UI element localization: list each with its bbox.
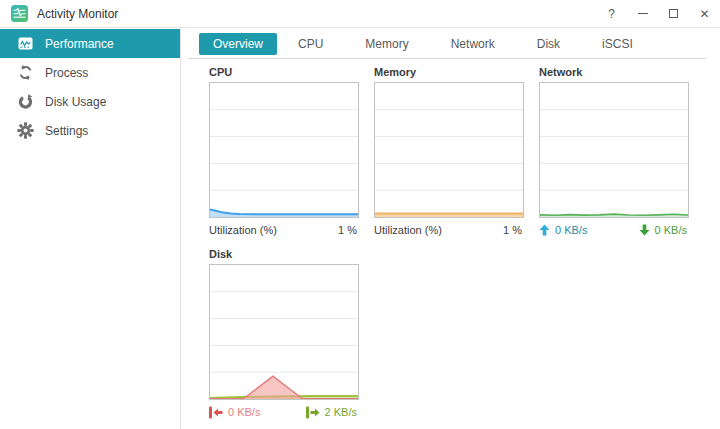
titlebar: Activity Monitor ? ✕ [0, 0, 720, 28]
tab-separator [188, 58, 706, 59]
tab-cpu[interactable]: CPU [277, 33, 344, 55]
network-download-value: 0 KB/s [655, 224, 687, 236]
tab-overview[interactable]: Overview [199, 33, 277, 55]
help-icon[interactable]: ? [596, 0, 627, 27]
disk-panel: Disk 0 KB/s [209, 248, 357, 419]
cpu-chart [209, 82, 359, 218]
network-chart [539, 82, 689, 218]
disk-usage-icon [17, 93, 34, 110]
disk-read-value: 0 KB/s [228, 406, 260, 418]
cpu-panel-footer: Utilization (%) 1 % [209, 223, 357, 237]
disk-read-legend: 0 KB/s [209, 406, 260, 419]
charts-area: CPU Utilization (%) 1 % Memory Utilizati… [209, 66, 687, 419]
network-panel-footer: 0 KB/s 0 KB/s [539, 223, 687, 237]
disk-chart [209, 264, 359, 400]
tab-iscsi[interactable]: iSCSI [581, 33, 654, 55]
memory-panel: Memory Utilization (%) 1 % [374, 66, 522, 237]
performance-icon [17, 35, 34, 52]
cpu-panel-title: CPU [209, 66, 357, 79]
sidebar-item-performance[interactable]: Performance [0, 29, 180, 58]
network-upload-value: 0 KB/s [555, 224, 587, 236]
memory-panel-footer: Utilization (%) 1 % [374, 223, 522, 237]
sidebar-item-settings[interactable]: Settings [0, 116, 180, 145]
disk-write-icon [306, 406, 320, 419]
sidebar-item-disk-usage[interactable]: Disk Usage [0, 87, 180, 116]
window-controls: ? ✕ [596, 0, 720, 27]
sidebar-item-label: Settings [45, 124, 88, 138]
tab-memory[interactable]: Memory [344, 33, 429, 55]
activity-monitor-app-icon [11, 5, 28, 22]
tab-network[interactable]: Network [430, 33, 516, 55]
memory-footer-label: Utilization (%) [374, 224, 442, 236]
memory-panel-title: Memory [374, 66, 522, 79]
sidebar-item-label: Disk Usage [45, 95, 106, 109]
network-download-legend: 0 KB/s [639, 224, 687, 236]
disk-read-icon [209, 406, 223, 419]
cpu-panel: CPU Utilization (%) 1 % [209, 66, 357, 237]
sidebar-item-process[interactable]: Process [0, 58, 180, 87]
close-icon[interactable]: ✕ [689, 0, 720, 27]
sidebar-item-label: Process [45, 66, 88, 80]
network-panel-title: Network [539, 66, 687, 79]
sidebar: Performance Process [0, 28, 181, 429]
settings-icon [17, 122, 34, 139]
window-title: Activity Monitor [37, 7, 118, 21]
disk-write-legend: 2 KB/s [306, 406, 357, 419]
upload-arrow-icon [539, 224, 550, 236]
disk-panel-footer: 0 KB/s 2 KB/s [209, 405, 357, 419]
cpu-footer-value: 1 % [338, 224, 357, 236]
memory-chart [374, 82, 524, 218]
activity-monitor-window: Activity Monitor ? ✕ Performance [0, 0, 720, 429]
tab-disk[interactable]: Disk [516, 33, 581, 55]
download-arrow-icon [639, 224, 650, 236]
main-content: Overview CPU Memory Network Disk iSCSI C… [181, 28, 720, 429]
maximize-icon[interactable] [658, 0, 689, 27]
cpu-footer-label: Utilization (%) [209, 224, 277, 236]
memory-footer-value: 1 % [503, 224, 522, 236]
minimize-icon[interactable] [627, 0, 658, 27]
tab-bar: Overview CPU Memory Network Disk iSCSI [199, 33, 654, 55]
network-panel: Network 0 KB/s [539, 66, 687, 237]
network-upload-legend: 0 KB/s [539, 224, 587, 236]
disk-write-value: 2 KB/s [325, 406, 357, 418]
sidebar-item-label: Performance [45, 37, 114, 51]
process-icon [17, 64, 34, 81]
disk-panel-title: Disk [209, 248, 357, 261]
